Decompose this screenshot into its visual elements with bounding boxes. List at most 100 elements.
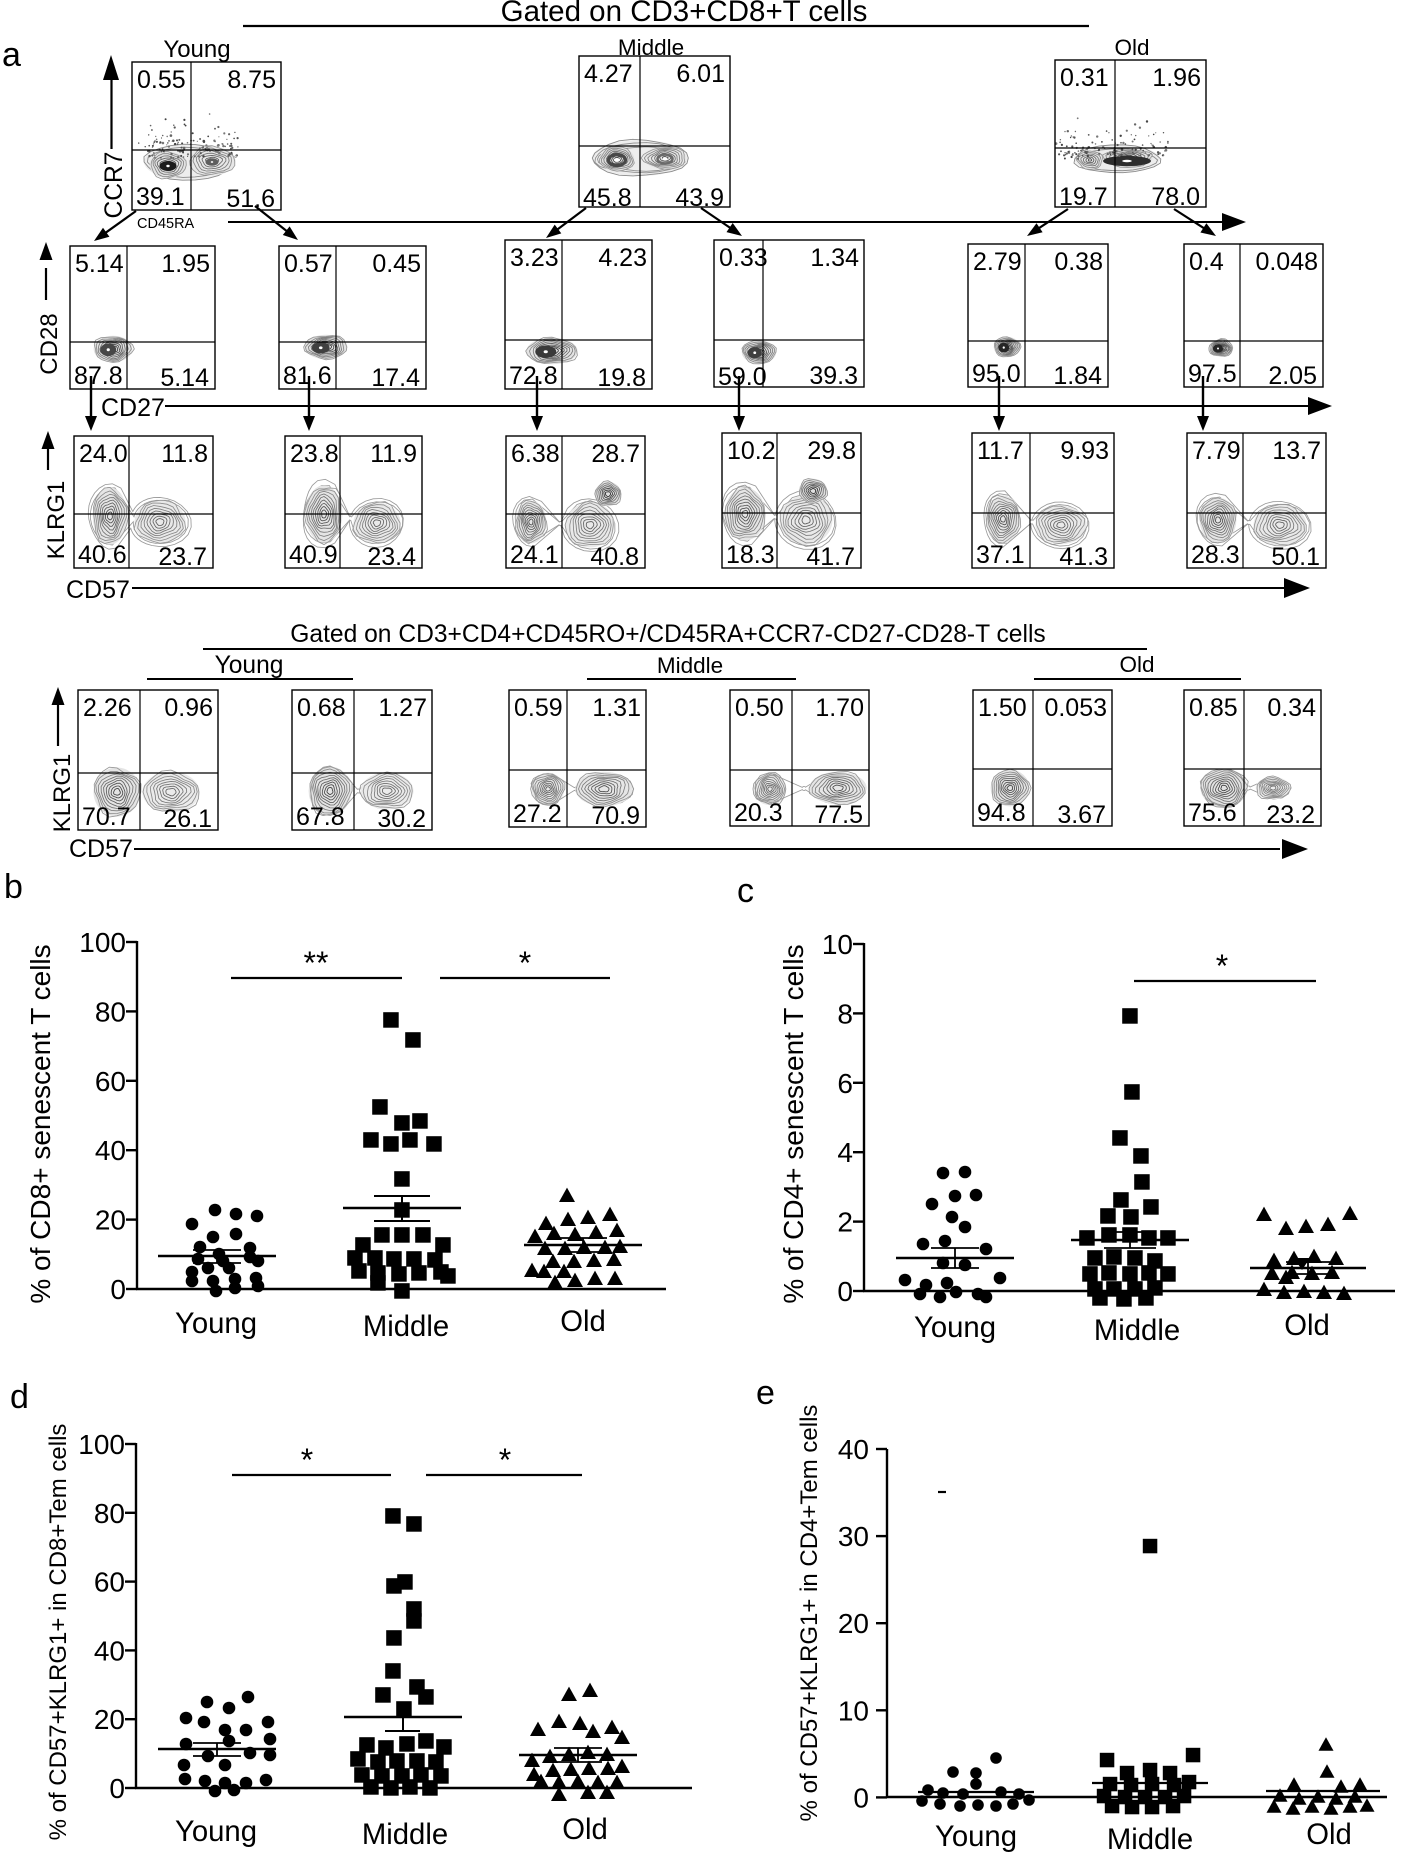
svg-text:0.4: 0.4 (1189, 248, 1224, 276)
svg-text:*: * (301, 1442, 313, 1478)
svg-text:41.3: 41.3 (1059, 543, 1108, 571)
svg-text:a: a (2, 36, 21, 74)
svg-text:78.0: 78.0 (1151, 183, 1200, 211)
svg-text:8: 8 (837, 998, 853, 1029)
svg-text:8.75: 8.75 (227, 66, 276, 94)
svg-text:77.5: 77.5 (814, 801, 863, 829)
svg-text:c: c (737, 872, 754, 910)
svg-text:0.59: 0.59 (514, 694, 563, 722)
svg-text:17.4: 17.4 (371, 364, 420, 392)
svg-text:50.1: 50.1 (1271, 543, 1320, 571)
svg-text:10: 10 (822, 929, 853, 960)
svg-text:Old: Old (1284, 1309, 1330, 1342)
svg-text:2.26: 2.26 (83, 694, 132, 722)
svg-text:4: 4 (837, 1137, 853, 1168)
svg-text:0.38: 0.38 (1054, 248, 1103, 276)
svg-text:3.23: 3.23 (510, 244, 559, 272)
svg-text:20: 20 (95, 1205, 126, 1236)
svg-text:2.79: 2.79 (973, 248, 1022, 276)
svg-text:67.8: 67.8 (296, 803, 345, 831)
svg-text:0: 0 (837, 1276, 853, 1307)
svg-text:KLRG1: KLRG1 (43, 481, 70, 560)
svg-text:23.4: 23.4 (367, 543, 416, 571)
svg-text:0.33: 0.33 (719, 244, 768, 272)
svg-text:Old: Old (1119, 652, 1154, 677)
svg-text:0: 0 (853, 1782, 869, 1813)
svg-text:1.95: 1.95 (161, 250, 210, 278)
svg-text:13.7: 13.7 (1272, 437, 1321, 465)
svg-text:0.85: 0.85 (1189, 694, 1238, 722)
svg-text:Young: Young (935, 1820, 1017, 1853)
svg-text:59.0: 59.0 (718, 363, 767, 391)
svg-text:24.1: 24.1 (510, 541, 559, 569)
svg-text:CCR7: CCR7 (101, 152, 128, 219)
svg-text:39.3: 39.3 (809, 362, 858, 390)
svg-text:1.34: 1.34 (810, 244, 859, 272)
svg-text:19.8: 19.8 (597, 364, 646, 392)
svg-text:Middle: Middle (1107, 1823, 1193, 1856)
svg-text:30: 30 (838, 1521, 869, 1552)
svg-text:Middle: Middle (1094, 1314, 1180, 1347)
svg-text:75.6: 75.6 (1188, 799, 1237, 827)
svg-text:1.31: 1.31 (592, 694, 641, 722)
svg-text:28.7: 28.7 (591, 440, 640, 468)
svg-text:Gated on CD3+CD4+CD45RO+/CD45R: Gated on CD3+CD4+CD45RO+/CD45RA+CCR7-CD2… (290, 621, 1045, 648)
svg-text:4.23: 4.23 (598, 244, 647, 272)
svg-text:6.38: 6.38 (511, 440, 560, 468)
svg-text:10.2: 10.2 (727, 437, 776, 465)
svg-text:e: e (756, 1374, 775, 1412)
svg-text:40.9: 40.9 (289, 541, 338, 569)
svg-text:5.14: 5.14 (75, 250, 124, 278)
svg-text:60: 60 (94, 1567, 125, 1598)
svg-text:*: * (1216, 948, 1228, 984)
svg-text:60: 60 (95, 1066, 126, 1097)
svg-text:Young: Young (163, 36, 230, 63)
svg-text:Young: Young (175, 1815, 257, 1848)
svg-text:0.34: 0.34 (1267, 694, 1316, 722)
svg-text:2.05: 2.05 (1268, 362, 1317, 390)
svg-text:41.7: 41.7 (806, 543, 855, 571)
svg-text:43.9: 43.9 (675, 184, 724, 212)
svg-text:1.27: 1.27 (378, 694, 427, 722)
svg-text:0.31: 0.31 (1060, 64, 1109, 92)
svg-text:97.5: 97.5 (1188, 360, 1237, 388)
svg-text:40.6: 40.6 (78, 541, 127, 569)
svg-text:11.8: 11.8 (161, 440, 208, 468)
svg-text:Old: Old (562, 1813, 608, 1846)
svg-text:% of CD8+ senescent T cells: % of CD8+ senescent T cells (25, 944, 56, 1303)
svg-text:70.9: 70.9 (591, 802, 640, 830)
svg-text:6.01: 6.01 (676, 60, 725, 88)
svg-text:0.053: 0.053 (1044, 694, 1107, 722)
svg-text:37.1: 37.1 (976, 541, 1025, 569)
svg-text:0.45: 0.45 (372, 250, 421, 278)
svg-text:Middle: Middle (363, 1310, 449, 1343)
svg-text:20.3: 20.3 (734, 799, 783, 827)
svg-text:100: 100 (79, 927, 126, 958)
svg-text:Middle: Middle (657, 653, 723, 678)
svg-text:0.55: 0.55 (137, 66, 186, 94)
svg-text:CD45RA: CD45RA (137, 216, 195, 232)
svg-text:20: 20 (94, 1704, 125, 1735)
svg-text:**: ** (304, 945, 329, 981)
svg-text:81.6: 81.6 (283, 362, 332, 390)
svg-text:27.2: 27.2 (513, 800, 562, 828)
svg-text:40: 40 (95, 1135, 126, 1166)
svg-text:Old: Old (1114, 35, 1149, 60)
svg-text:CD57: CD57 (66, 576, 130, 604)
svg-text:1.96: 1.96 (1152, 64, 1201, 92)
svg-text:CD27: CD27 (101, 394, 165, 422)
svg-text:*: * (499, 1442, 511, 1478)
svg-text:11.9: 11.9 (370, 440, 417, 468)
svg-text:Middle: Middle (362, 1818, 448, 1851)
svg-text:51.6: 51.6 (226, 185, 275, 213)
svg-text:% of CD57+KLRG1+ in CD4+Tem c: % of CD57+KLRG1+ in CD4+Tem cells (796, 1405, 823, 1822)
svg-text:% of CD57+KLRG1+ in CD8+Tem c: % of CD57+KLRG1+ in CD8+Tem cells (45, 1424, 72, 1841)
svg-text:80: 80 (95, 996, 126, 1027)
svg-text:9.93: 9.93 (1060, 437, 1109, 465)
svg-text:3.67: 3.67 (1057, 801, 1106, 829)
svg-text:0.50: 0.50 (735, 694, 784, 722)
svg-text:% of CD4+ senescent T cells: % of CD4+ senescent T cells (778, 944, 809, 1303)
svg-text:70.7: 70.7 (82, 803, 131, 831)
svg-text:Old: Old (1306, 1818, 1352, 1851)
svg-text:45.8: 45.8 (583, 184, 632, 212)
